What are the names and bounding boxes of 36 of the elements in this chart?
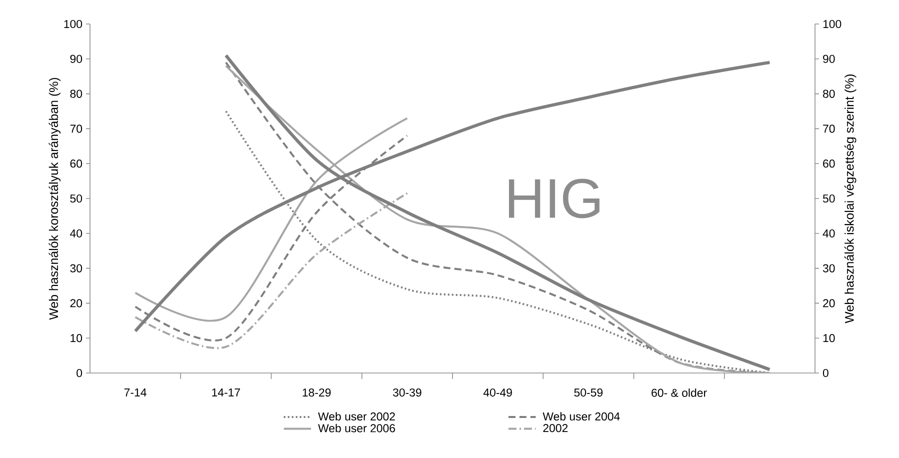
annotation: HIG (508, 178, 600, 218)
y-tick-label: 30 (70, 264, 82, 272)
y-tick-label: 60 (70, 160, 82, 168)
x-tick-label: 40-49 (483, 388, 512, 397)
y2-tick-label: 100 (823, 20, 842, 28)
y-tick-label: 20 (70, 299, 82, 308)
legend-label: Web user 2002 (318, 412, 395, 420)
y-tick-label: 0 (76, 368, 82, 378)
y-axis-title: Web használók korosztályuk arányában (%) (48, 78, 61, 320)
y2-tick-label: 50 (822, 194, 835, 203)
x-tick-label: 60- & older (652, 388, 707, 397)
y-tick-label: 100 (64, 20, 82, 28)
y-tick-label: 50 (70, 194, 82, 203)
y2-axis-title: Web használók iskolai végzettség szerint (%) (844, 74, 856, 324)
y-tick-label: 40 (70, 229, 82, 238)
y2-tick-label: 80 (823, 90, 835, 98)
x-tick-label: 7-14 (124, 388, 146, 396)
legend-label: Web user 2006 (318, 424, 395, 432)
y-tick-label: 10 (70, 334, 82, 342)
y-tick-label: 90 (70, 54, 82, 63)
x-tick-label: 30-39 (392, 388, 422, 397)
x-tick-label: 18-29 (302, 388, 331, 397)
y-tick-label: 70 (70, 124, 82, 133)
y2-tick-label: 30 (822, 264, 835, 272)
y2-tick-label: 10 (823, 334, 835, 342)
y-tick-label: 80 (70, 90, 82, 98)
x-tick-label: 14-17 (212, 388, 240, 396)
y2-tick-label: 70 (823, 124, 835, 133)
legend-label: 2002 (543, 424, 568, 432)
x-tick-label: 50-59 (574, 388, 603, 397)
y2-tick-label: 60 (823, 160, 835, 168)
y2-tick-label: 20 (823, 299, 835, 308)
y2-tick-label: 90 (823, 54, 835, 63)
y2-tick-label: 0 (822, 368, 828, 378)
legend-label: Web user 2004 (542, 412, 620, 420)
y2-tick-label: 40 (822, 229, 835, 238)
